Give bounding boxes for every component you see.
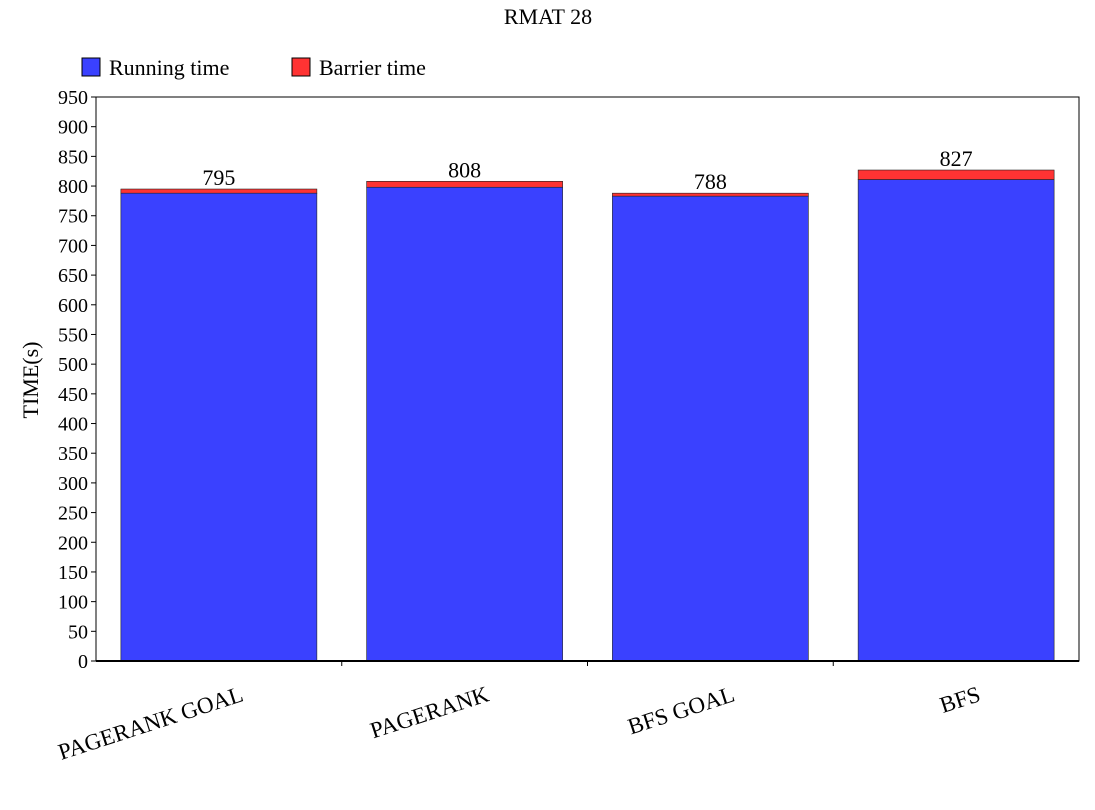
bar-barrier-time [612,192,809,197]
y-tick-label: 800 [58,176,88,198]
data-label-background [194,165,243,189]
y-tick-label: 150 [58,562,88,584]
data-label-background [440,157,489,181]
y-tick-label: 50 [68,621,88,643]
x-tick-label: BFS [937,681,984,717]
x-tick-label: PAGERANK GOAL [55,681,246,764]
y-tick-label: 700 [58,235,88,257]
legend-label-running: Running time [109,55,229,80]
y-tick-label: 750 [58,206,88,228]
data-label: 808 [448,157,481,182]
x-axis: PAGERANK GOAL PAGERANK BFS GOAL BFS [55,660,1079,765]
y-tick-label: 650 [58,265,88,287]
y-tick-label: 400 [58,414,88,436]
bar-barrier-time [857,169,1055,180]
y-tick-label: 850 [58,146,88,168]
bars-group: 795 808 788 827 [120,146,1055,662]
chart-title: RMAT 28 [504,4,592,29]
y-tick-label: 500 [58,354,88,376]
bar-running-time [857,179,1055,662]
data-label: 788 [694,169,727,194]
bar-barrier-time [120,188,318,194]
y-tick-label: 100 [58,592,88,614]
y-tick-label: 600 [58,295,88,317]
x-tick-label: PAGERANK [367,681,492,743]
y-tick-label: 0 [78,651,88,673]
y-tick-label: 450 [58,384,88,406]
y-axis: 0 50 100 150 200 250 300 350 400 450 500 550 600 650 7… [58,87,96,673]
y-axis-title: TIME(s) [18,342,43,419]
y-tick-label: 350 [58,443,88,465]
legend: Running time Barrier time [81,55,426,80]
data-label: 827 [940,146,973,171]
y-tick-label: 900 [58,117,88,139]
bar-barrier-time [366,181,563,188]
legend-swatch-barrier [291,57,311,77]
y-tick-label: 950 [58,87,88,109]
y-tick-label: 250 [58,503,88,525]
legend-label-barrier: Barrier time [319,55,426,80]
y-tick-label: 200 [58,532,88,554]
legend-swatch-running [81,57,101,77]
bar-running-time [612,195,809,662]
bar-running-time [120,192,318,662]
x-tick-label: BFS GOAL [625,681,738,739]
data-label: 795 [202,165,235,190]
data-label-background [686,169,735,193]
data-label-background [932,146,981,170]
y-tick-label: 550 [58,324,88,346]
bar-running-time [366,186,563,662]
y-tick-label: 300 [58,473,88,495]
